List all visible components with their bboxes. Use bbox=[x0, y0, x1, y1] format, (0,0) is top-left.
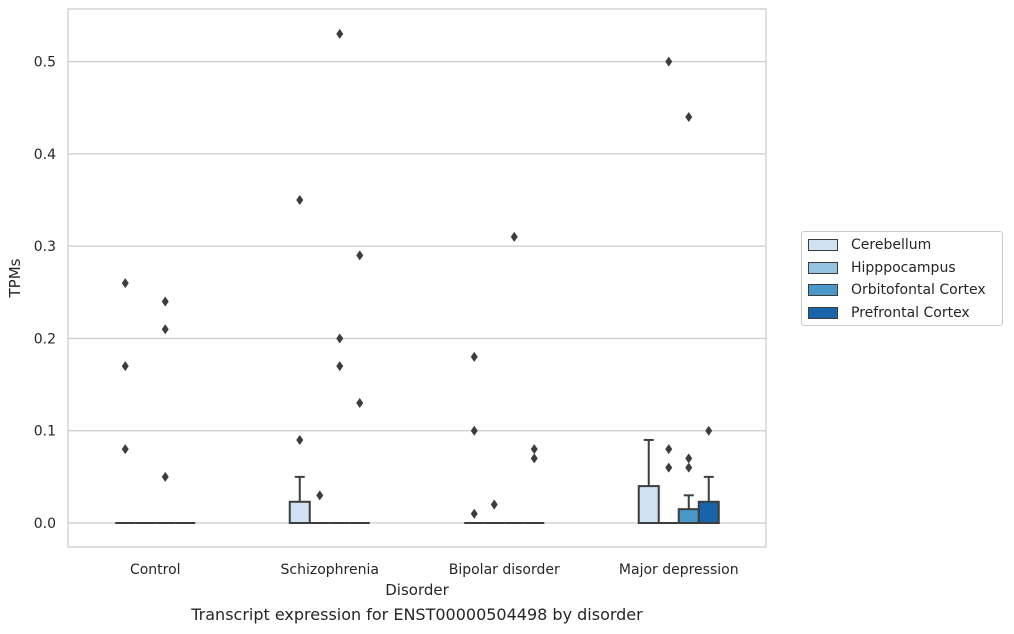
y-tick-label: 0.1 bbox=[34, 424, 56, 440]
x-axis-label: Disorder bbox=[385, 581, 449, 599]
y-tick-label: 0.2 bbox=[34, 331, 56, 347]
outlier-point bbox=[336, 333, 344, 344]
outlier-point bbox=[336, 28, 344, 39]
x-tick-label: Major depression bbox=[619, 562, 739, 578]
outlier-point bbox=[685, 453, 693, 464]
y-tick-label: 0.3 bbox=[34, 239, 56, 255]
box-body bbox=[288, 500, 311, 525]
outlier-point bbox=[121, 278, 129, 289]
outlier-point bbox=[121, 444, 129, 455]
x-tick-label: Bipolar disorder bbox=[449, 562, 560, 578]
outlier-point bbox=[470, 508, 478, 519]
x-tick-label: Control bbox=[130, 562, 181, 578]
x-tick-label: Schizophrenia bbox=[281, 562, 379, 578]
legend-label-hipppocampus: Hipppocampus bbox=[851, 260, 956, 276]
legend-item-cerebellum: Cerebellum bbox=[808, 236, 931, 254]
box-body bbox=[677, 508, 700, 525]
outlier-point bbox=[685, 111, 693, 122]
outlier-point bbox=[161, 324, 169, 335]
y-tick-labels: 0.0 0.1 0.2 0.3 0.4 0.5 bbox=[34, 55, 56, 532]
legend-swatch-hipppocampus bbox=[808, 262, 838, 274]
box bbox=[697, 475, 720, 525]
outlier-point bbox=[530, 444, 538, 455]
y-axis-label: TPMs bbox=[6, 258, 24, 298]
outlier-point bbox=[665, 462, 673, 473]
outlier-point bbox=[296, 434, 304, 445]
outlier-point bbox=[705, 425, 713, 436]
y-tick-label: 0.4 bbox=[34, 147, 56, 163]
box-plots bbox=[115, 438, 720, 525]
outlier-point bbox=[665, 444, 673, 455]
outlier-point bbox=[121, 361, 129, 372]
gridlines bbox=[68, 60, 766, 524]
outlier-point bbox=[490, 499, 498, 510]
legend-item-hipppocampus: Hipppocampus bbox=[808, 259, 956, 277]
legend-label-orbitofontal-cortex: Orbitofontal Cortex bbox=[851, 282, 986, 298]
outlier-points bbox=[121, 28, 713, 519]
outlier-point bbox=[470, 351, 478, 362]
figure-caption: Transcript expression for ENST0000050449… bbox=[191, 605, 643, 624]
x-tick-labels: Control Schizophrenia Bipolar disorder Majo… bbox=[130, 562, 739, 578]
box-body bbox=[637, 485, 660, 525]
outlier-point bbox=[316, 490, 324, 501]
legend-label-cerebellum: Cerebellum bbox=[851, 237, 932, 253]
outlier-point bbox=[665, 56, 673, 67]
legend-item-orbitofontal-cortex: Orbitofontal Cortex bbox=[808, 281, 986, 299]
legend-swatch-prefrontal-cortex bbox=[808, 307, 838, 319]
outlier-point bbox=[510, 231, 518, 242]
outlier-point bbox=[336, 361, 344, 372]
legend: Cerebellum Hipppocampus Orbitofontal Cor… bbox=[801, 231, 1003, 326]
legend-swatch-cerebellum bbox=[808, 239, 838, 251]
outlier-point bbox=[161, 471, 169, 482]
y-tick-label: 0.5 bbox=[34, 55, 56, 71]
y-tick-label: 0.0 bbox=[34, 516, 56, 532]
outlier-point bbox=[161, 296, 169, 307]
box-body bbox=[697, 500, 720, 525]
outlier-point bbox=[296, 195, 304, 206]
outlier-point bbox=[530, 453, 538, 464]
legend-item-prefrontal-cortex: Prefrontal Cortex bbox=[808, 304, 970, 322]
outlier-point bbox=[356, 398, 364, 409]
outlier-point bbox=[685, 462, 693, 473]
legend-label-prefrontal-cortex: Prefrontal Cortex bbox=[851, 305, 970, 321]
box bbox=[637, 438, 660, 525]
outlier-point bbox=[470, 425, 478, 436]
plot-frame bbox=[67, 8, 767, 548]
legend-swatch-orbitofontal-cortex bbox=[808, 284, 838, 296]
box bbox=[288, 475, 311, 525]
box bbox=[677, 494, 700, 525]
outlier-point bbox=[356, 250, 364, 261]
